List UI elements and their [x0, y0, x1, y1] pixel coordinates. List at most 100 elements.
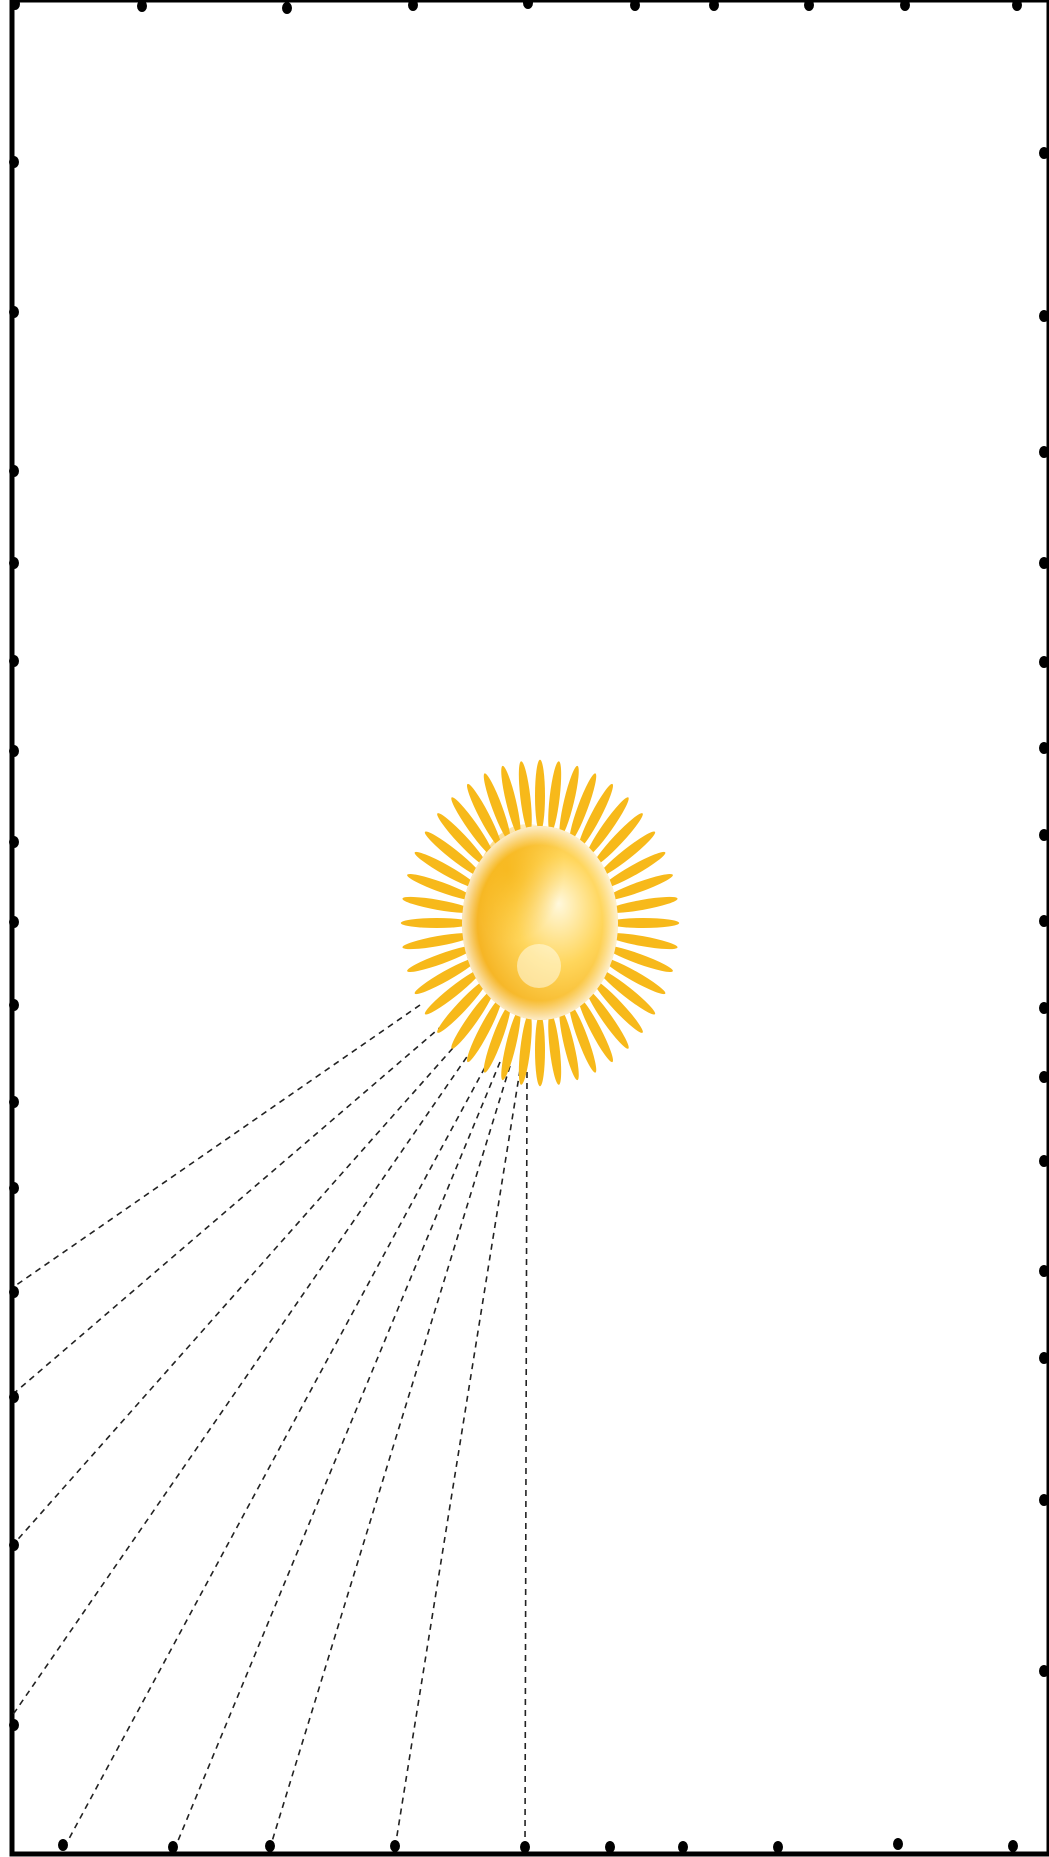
edge-marker-right — [1039, 915, 1049, 927]
sun-petal — [414, 851, 478, 889]
sun-petal — [518, 761, 532, 833]
sun-petal — [414, 957, 478, 995]
sun-petal — [451, 797, 494, 857]
ray-line — [11, 1039, 461, 1547]
sun-petal — [578, 783, 614, 848]
edge-marker-top — [408, 0, 418, 11]
edge-marker-right — [1039, 310, 1049, 322]
sun-petal — [586, 797, 629, 857]
edge-marker-left — [9, 1539, 19, 1551]
sun-petal — [606, 896, 678, 913]
sun-petal — [437, 813, 487, 867]
sun-petal — [593, 979, 643, 1033]
edge-marker-bottom — [605, 1841, 615, 1853]
sun-petal — [607, 918, 680, 928]
sun-petal — [400, 918, 473, 928]
ray-line — [11, 1004, 421, 1289]
ray-line — [11, 1024, 444, 1396]
edge-marker-left — [9, 836, 19, 848]
edge-marker-bottom — [893, 1838, 903, 1850]
edge-marker-right — [1039, 1155, 1049, 1167]
edge-marker-bottom — [1008, 1840, 1018, 1852]
edge-marker-top — [630, 0, 640, 11]
edge-marker-bottom — [390, 1840, 400, 1852]
edge-marker-right — [1039, 1665, 1049, 1677]
edge-marker-left — [9, 655, 19, 667]
sun-petals — [400, 759, 680, 1087]
ray-line — [11, 1047, 474, 1717]
edge-marker-left — [9, 745, 19, 757]
edge-marker-left — [9, 1719, 19, 1731]
sun-petal — [598, 969, 656, 1015]
sun-petal — [559, 1010, 579, 1081]
sun-petal — [586, 989, 629, 1049]
ray-lines — [11, 1004, 528, 1849]
sun-petal — [501, 1010, 521, 1081]
sun-petal — [466, 998, 502, 1063]
sun-petal — [569, 1004, 597, 1073]
edge-marker-right — [1039, 147, 1049, 159]
edge-marker-top — [10, 0, 20, 10]
edge-marker-left — [9, 557, 19, 569]
edge-marker-bottom — [520, 1841, 530, 1853]
edge-marker-right — [1039, 742, 1049, 754]
sun-petal — [598, 831, 656, 877]
sun-petal — [483, 1004, 511, 1073]
edge-marker-bottom — [58, 1839, 68, 1851]
edge-marker-top — [282, 2, 292, 14]
edge-marker-right — [1039, 557, 1049, 569]
edge-marker-left — [9, 1391, 19, 1403]
sun-petal — [402, 896, 474, 913]
edge-marker-bottom — [678, 1841, 688, 1853]
sun-petal — [605, 945, 673, 973]
sun-petal — [402, 933, 474, 950]
sun-petal — [437, 979, 487, 1033]
sun-petal — [548, 1013, 562, 1085]
edge-marker-right — [1039, 1002, 1049, 1014]
edge-marker-right — [1039, 829, 1049, 841]
sun-petal — [407, 945, 475, 973]
edge-marker-top — [709, 0, 719, 11]
edge-marker-right — [1039, 656, 1049, 668]
ray-line — [269, 1065, 511, 1849]
ray-line — [524, 1071, 528, 1849]
ray-line — [174, 1061, 501, 1849]
sun-core-rim — [462, 826, 618, 1020]
edge-marker-left — [9, 1096, 19, 1108]
sun-petal — [466, 783, 502, 848]
sun-highlight — [517, 944, 561, 988]
sun-petal — [424, 831, 482, 877]
edge-marker-bottom — [168, 1841, 178, 1853]
sun-petal — [548, 761, 562, 833]
edge-marker-right — [1039, 446, 1049, 458]
sun-petal — [451, 989, 494, 1049]
edge-marker-right — [1039, 1494, 1049, 1506]
edge-marker-top — [804, 0, 814, 11]
sun-petal — [407, 873, 475, 901]
sun-petal — [602, 957, 666, 995]
sun-petal — [424, 969, 482, 1015]
sun-petal — [602, 851, 666, 889]
sun-petal — [501, 765, 521, 836]
sun-petal — [605, 873, 673, 901]
sun-petal — [593, 813, 643, 867]
edge-marker-left — [9, 1286, 19, 1298]
sun-petal — [518, 1013, 532, 1085]
edge-marker-right — [1039, 1352, 1049, 1364]
edge-marker-bottom — [265, 1840, 275, 1852]
sun-petal — [578, 998, 614, 1063]
sun-petal — [559, 765, 579, 836]
edge-marker-top — [137, 0, 147, 12]
edge-marker-right — [1039, 1265, 1049, 1277]
edge-marker-top — [523, 0, 533, 9]
sun-petal — [569, 773, 597, 842]
sun-petal — [606, 933, 678, 950]
edge-marker-top — [1012, 0, 1022, 11]
edge-marker-top — [900, 0, 910, 11]
edge-marker-bottom — [773, 1841, 783, 1853]
sun-petal — [535, 1014, 545, 1087]
edge-marker-left — [9, 156, 19, 168]
sun-petal — [535, 759, 545, 832]
edge-marker-left — [9, 1182, 19, 1194]
